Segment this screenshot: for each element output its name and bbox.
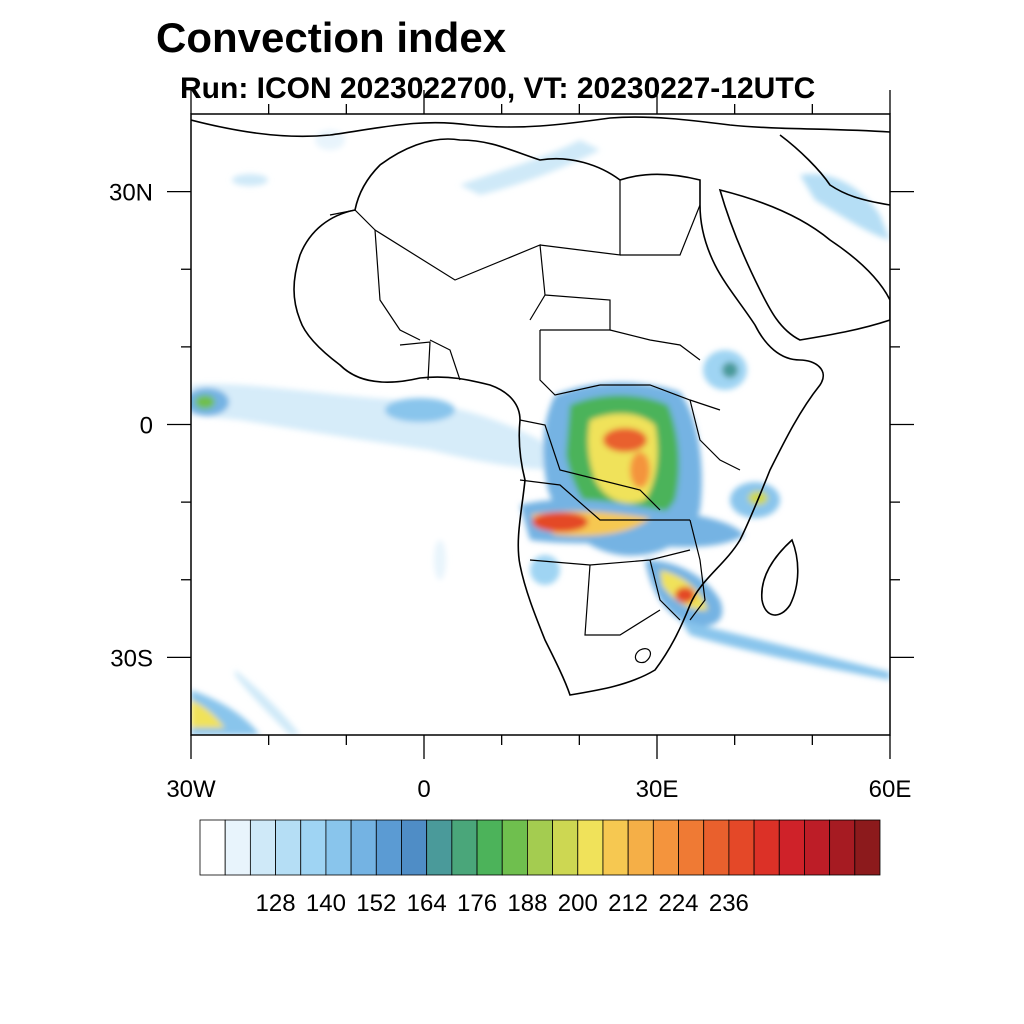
chart-title: Convection index	[156, 14, 507, 61]
colorbar-swatch	[375, 819, 402, 876]
colorbar-swatch	[678, 819, 705, 876]
convection-field	[191, 130, 890, 735]
lon-axis: 30W 0 30E 60E	[166, 90, 911, 803]
colorbar-swatch	[778, 819, 805, 876]
colorbar-label: 128	[256, 890, 296, 917]
colorbar-label: 140	[306, 890, 346, 917]
colorbar-swatch	[350, 819, 377, 876]
lon-tick-label: 30W	[166, 776, 216, 803]
colorbar-swatch	[224, 819, 251, 876]
colorbar-label: 212	[608, 890, 648, 917]
colorbar-label: 224	[658, 890, 698, 917]
colorbar-swatch	[275, 819, 302, 876]
lat-tick-label: 30S	[110, 645, 153, 672]
colorbar-swatch	[451, 819, 478, 876]
lon-tick-label: 30E	[636, 776, 679, 803]
colorbar-swatch	[804, 819, 831, 876]
colorbar-swatch	[426, 819, 453, 876]
colorbar-label: 152	[356, 890, 396, 917]
lat-tick-label: 0	[140, 413, 153, 440]
colorbar-swatch	[476, 819, 503, 876]
lon-tick-label: 0	[417, 776, 430, 803]
coastlines	[191, 116, 890, 696]
colorbar-swatch	[552, 819, 579, 876]
colorbar-swatch	[249, 819, 276, 876]
colorbar-swatch	[602, 819, 629, 876]
colorbar-swatch	[300, 819, 327, 876]
colorbar-label: 200	[558, 890, 598, 917]
lat-axis: 30N 0 30S	[109, 180, 914, 672]
colorbar-swatch	[854, 819, 881, 876]
colorbar-label: 236	[709, 890, 749, 917]
colorbar-label: 164	[407, 890, 447, 917]
colorbar-swatch	[325, 819, 352, 876]
colorbar-swatch	[577, 819, 604, 876]
lon-tick-label: 60E	[869, 776, 912, 803]
colorbar-swatch	[728, 819, 755, 876]
colorbar-swatch	[199, 819, 226, 876]
colorbar: 128 140 152 164 176 188 200 212 224 236	[199, 819, 881, 917]
colorbar-swatch	[703, 819, 730, 876]
colorbar-swatch	[527, 819, 553, 876]
colorbar-swatch	[652, 819, 679, 876]
colorbar-label: 176	[457, 890, 497, 917]
colorbar-swatch	[829, 819, 856, 876]
lat-tick-label: 30N	[109, 180, 153, 207]
colorbar-swatch	[753, 819, 780, 876]
colorbar-label: 188	[507, 890, 547, 917]
country-borders	[329, 180, 741, 664]
colorbar-swatch	[501, 819, 528, 876]
colorbar-swatch	[627, 819, 654, 876]
chart-subtitle: Run: ICON 2023022700, VT: 20230227-12UTC	[180, 72, 816, 105]
colorbar-swatch	[401, 819, 428, 876]
